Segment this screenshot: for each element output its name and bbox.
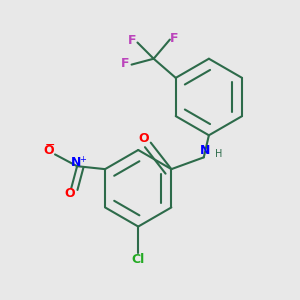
Text: Cl: Cl — [132, 253, 145, 266]
Text: H: H — [215, 149, 223, 159]
Text: O: O — [43, 144, 54, 158]
Text: O: O — [138, 132, 149, 145]
Text: +: + — [79, 155, 86, 164]
Text: F: F — [170, 32, 178, 45]
Text: O: O — [64, 187, 75, 200]
Text: F: F — [121, 57, 129, 70]
Text: N: N — [200, 144, 210, 158]
Text: N: N — [70, 156, 81, 169]
Text: −: − — [44, 139, 55, 152]
Text: F: F — [128, 34, 136, 47]
